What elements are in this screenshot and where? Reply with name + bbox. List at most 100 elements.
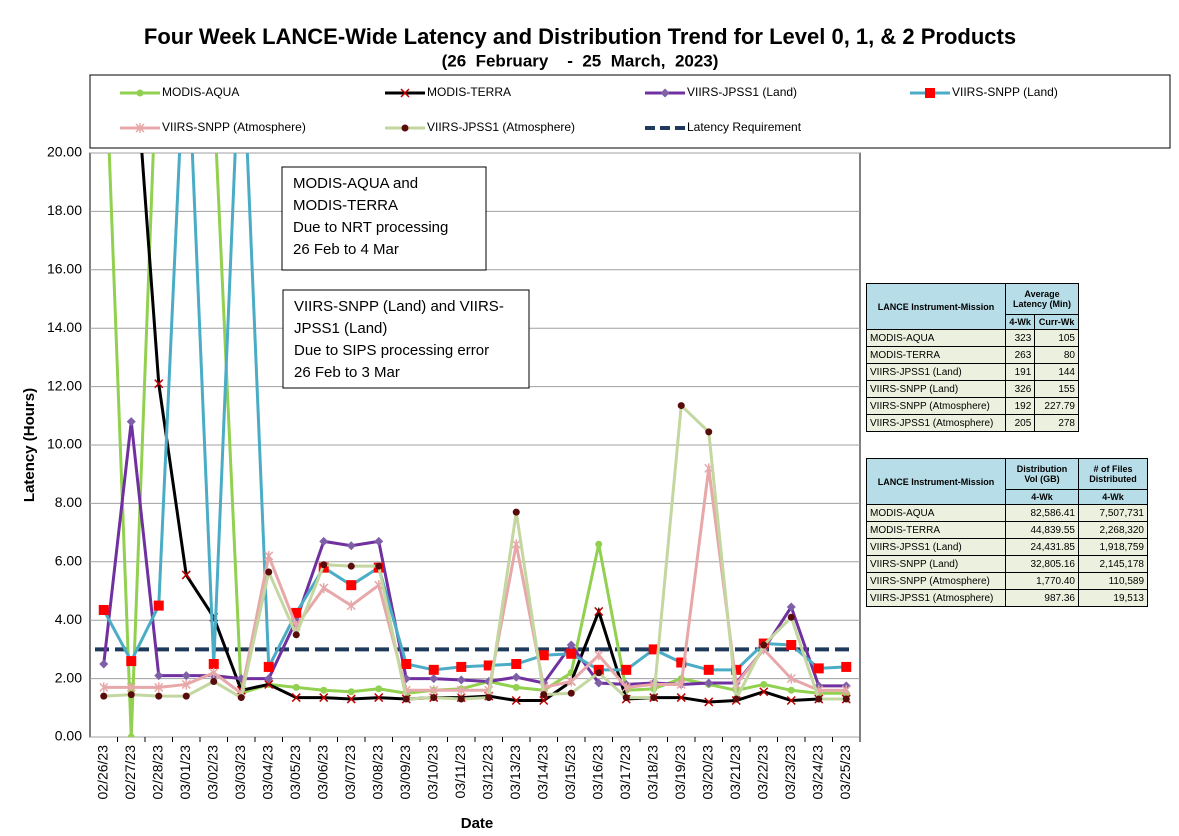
marker	[126, 682, 136, 693]
marker	[456, 675, 466, 685]
marker	[595, 540, 603, 548]
table-row: MODIS-TERRA 263 80	[866, 346, 1079, 364]
table-row: VIIRS-SNPP (Land) 32,805.16 2,145,178	[866, 555, 1148, 573]
marker	[539, 695, 549, 706]
table-cell: 205	[1004, 414, 1036, 432]
annotation-box	[281, 166, 487, 271]
table-row: VIIRS-JPSS1 (Atmosphere) 205 278	[866, 414, 1079, 432]
header-cell: LANCE Instrument-Mission	[866, 458, 1006, 505]
x-tick-label: 03/16/23	[589, 745, 605, 800]
marker	[401, 124, 409, 132]
x-axis-label: Date	[461, 815, 494, 832]
table-row: VIIRS-SNPP (Atmosphere) 1,770.40 110,589	[866, 572, 1148, 590]
marker	[264, 550, 274, 561]
marker	[621, 664, 632, 675]
y-tick-label: 0.00	[55, 728, 82, 744]
marker	[347, 688, 355, 696]
marker	[512, 508, 520, 516]
table-cell: VIIRS-SNPP (Land)	[866, 380, 1006, 398]
legend-label: VIIRS-SNPP (Atmosphere)	[162, 120, 306, 134]
marker	[319, 693, 329, 703]
table-cell: 105	[1034, 329, 1079, 347]
x-tick-label: 03/12/23	[479, 745, 495, 800]
marker	[154, 682, 164, 693]
legend-label: VIIRS-SNPP (Land)	[952, 85, 1058, 99]
x-tick-label: 03/25/23	[837, 745, 853, 800]
table-cell: VIIRS-JPSS1 (Atmosphere)	[866, 414, 1006, 432]
marker	[263, 661, 274, 672]
y-tick-label: 12.00	[47, 377, 82, 393]
marker	[925, 88, 935, 98]
x-tick-label: 03/15/23	[562, 745, 578, 800]
header-cell: LANCE Instrument-Mission	[866, 283, 1006, 330]
marker	[127, 691, 135, 699]
table-cell: VIIRS-SNPP (Land)	[866, 555, 1006, 573]
table-cell: 155	[1034, 380, 1079, 398]
x-tick-label: 03/11/23	[452, 745, 468, 799]
marker	[292, 683, 300, 691]
header-cell: # of Files Distributed	[1078, 458, 1148, 490]
marker	[154, 671, 164, 681]
series-line	[107, 153, 847, 737]
table-cell: 7,507,731	[1078, 504, 1148, 522]
x-tick-label: 02/28/23	[149, 745, 165, 800]
y-axis-label: Latency (Hours)	[21, 388, 38, 502]
y-tick-label: 4.00	[55, 611, 82, 627]
table-cell: 192	[1004, 397, 1036, 415]
marker	[511, 672, 521, 682]
marker	[760, 641, 768, 649]
marker	[98, 604, 109, 615]
marker	[400, 88, 410, 98]
marker	[841, 685, 851, 696]
x-tick-label: 03/08/23	[369, 745, 385, 800]
y-tick-label: 16.00	[47, 261, 82, 277]
marker	[264, 674, 274, 684]
marker	[210, 678, 218, 686]
x-tick-label: 03/13/23	[507, 745, 523, 800]
marker	[842, 695, 850, 703]
marker	[181, 2, 191, 12]
legend-label: Latency Requirement	[687, 120, 802, 134]
marker	[704, 697, 714, 707]
marker	[127, 3, 135, 11]
marker	[511, 695, 521, 706]
marker	[208, 659, 219, 669]
table-cell: VIIRS-JPSS1 (Land)	[866, 363, 1006, 381]
table-cell: 227.79	[1034, 397, 1079, 415]
marker	[660, 88, 670, 98]
marker	[319, 536, 329, 546]
marker	[401, 659, 412, 669]
table-cell: 191	[1004, 363, 1036, 381]
marker	[375, 685, 383, 693]
marker	[428, 664, 439, 675]
marker	[346, 600, 356, 611]
series-line	[103, 402, 847, 705]
marker	[540, 691, 548, 699]
marker	[705, 428, 713, 436]
subheader-cell: Curr-Wk	[1034, 314, 1079, 330]
marker	[512, 683, 520, 691]
y-tick-label: 10.00	[47, 436, 82, 452]
marker	[511, 539, 521, 550]
table-cell: MODIS-TERRA	[866, 521, 1006, 539]
subheader-cell: 4-Wk	[1004, 314, 1036, 330]
marker	[841, 661, 852, 672]
table-row: VIIRS-SNPP (Land) 326 155	[866, 380, 1079, 398]
marker	[320, 561, 328, 569]
annotation-text: JPSS1 (Land)	[294, 320, 387, 337]
table-cell: VIIRS-JPSS1 (Land)	[866, 538, 1006, 556]
table-cell: 19,513	[1078, 589, 1148, 607]
marker	[456, 661, 467, 672]
table-row: MODIS-TERRA 44,839.55 2,268,320	[866, 521, 1148, 539]
marker	[100, 692, 108, 700]
x-tick-label: 03/07/23	[342, 745, 358, 800]
y-tick-label: 8.00	[55, 494, 82, 510]
marker	[566, 648, 577, 659]
x-tick-label: 03/01/23	[177, 745, 193, 800]
x-tick-label: 03/19/23	[672, 745, 688, 800]
marker	[760, 680, 768, 688]
table-row: VIIRS-JPSS1 (Land) 24,431.85 1,918,759	[866, 538, 1148, 556]
series-line	[102, 153, 847, 673]
marker	[485, 694, 493, 702]
marker	[538, 650, 549, 661]
